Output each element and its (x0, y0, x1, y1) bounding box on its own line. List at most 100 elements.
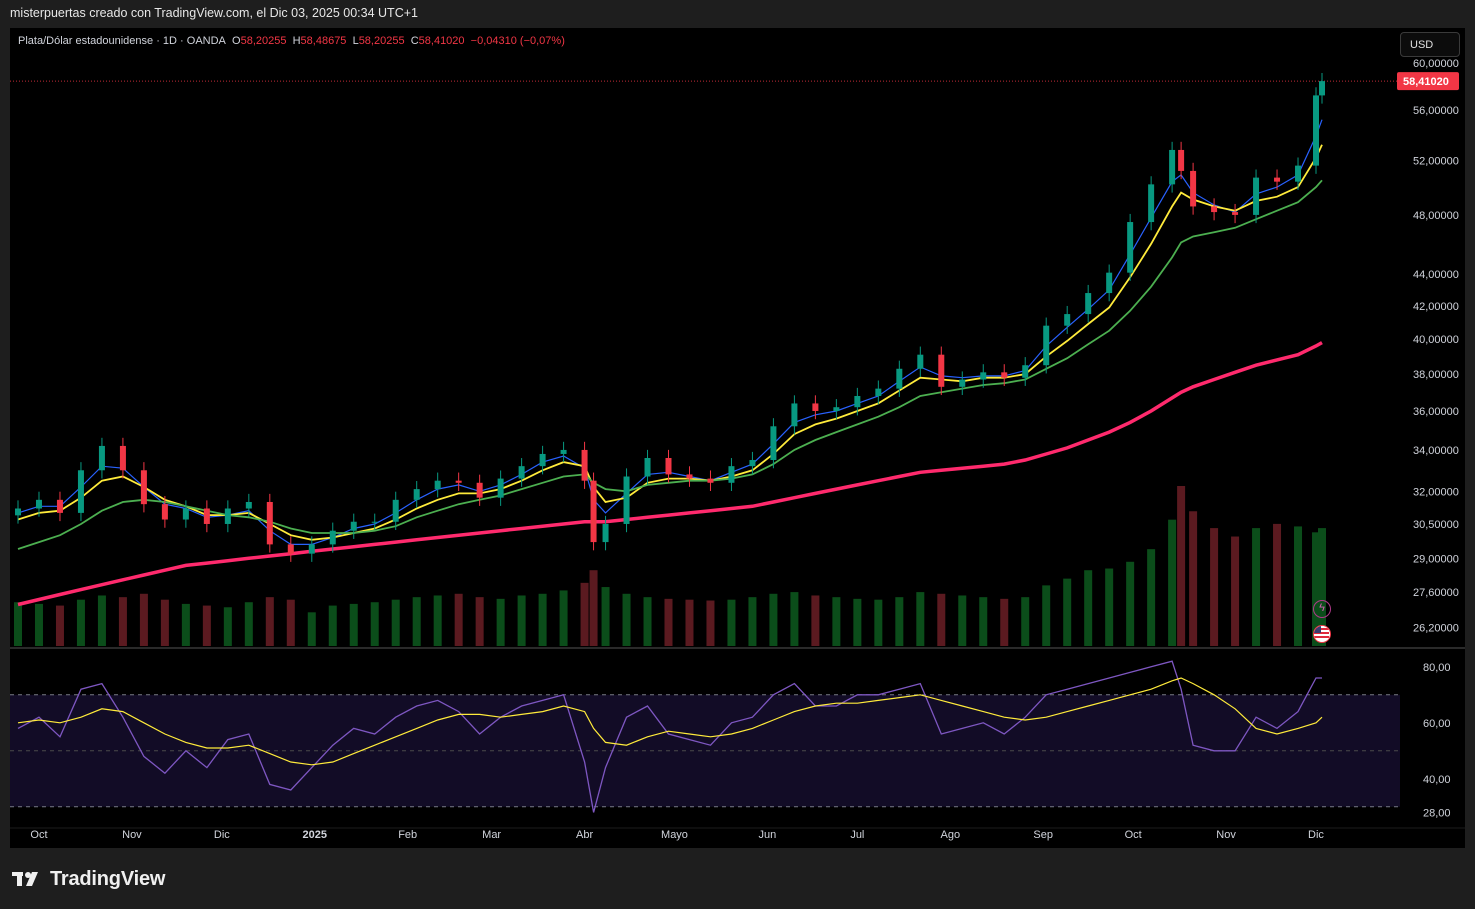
volume-bar (1294, 526, 1303, 646)
volume-bar (1084, 570, 1093, 646)
volume-bar (1063, 578, 1072, 646)
change-value: −0,04310 (−0,07%) (470, 35, 565, 47)
volume-bar (874, 599, 883, 646)
time-tick-label: Dic (214, 829, 230, 841)
price-tick-label: 27,60000 (1413, 587, 1459, 599)
candle-body (728, 466, 735, 483)
volume-bar (433, 595, 442, 646)
volume-bar (1000, 598, 1009, 646)
candle-body (182, 508, 189, 520)
candle-body (371, 521, 378, 523)
volume-bar (223, 607, 232, 646)
price-tick-label: 30,50000 (1413, 519, 1459, 531)
time-tick-label: Jul (850, 829, 864, 841)
high-value: 58,48675 (300, 35, 347, 47)
axes: 60,00000 56,00000 52,00000 48,00000 44,00000… (30, 58, 1459, 841)
candle-body (392, 499, 399, 522)
volume-bar (517, 595, 526, 646)
rsi-band-fill (10, 694, 1400, 807)
volume-bar (160, 599, 169, 646)
candle-body (1001, 372, 1008, 378)
volume-bar (349, 603, 358, 646)
candle-body (896, 368, 903, 389)
time-tick-label: Ago (940, 829, 960, 841)
volume-bar (1252, 528, 1261, 646)
candle-body (959, 379, 966, 387)
volume-bar (706, 600, 715, 646)
candle-body (938, 354, 945, 387)
volume-bar (286, 599, 295, 646)
last-price-box (1397, 72, 1459, 91)
candle-body (77, 470, 84, 513)
ma-line-ema-50 (17, 179, 1323, 550)
us-flag-icon[interactable] (1313, 625, 1331, 643)
candle-body (1232, 212, 1239, 215)
volume-bar (118, 597, 127, 646)
symbol-title[interactable]: Plata/Dólar estadounidense · 1D · OANDA (18, 35, 226, 47)
volume-bar (370, 602, 379, 646)
candle-body (476, 482, 483, 498)
rsi-tick-label: 80,00 (1423, 662, 1451, 674)
tradingview-brand[interactable]: TradingView (12, 866, 165, 892)
candle-body (1295, 165, 1302, 182)
candle-body (1106, 272, 1113, 294)
candle-body (590, 480, 597, 543)
rsi-line-rsi-ma (17, 677, 1323, 766)
candle-body (875, 388, 882, 396)
volume-bar (1042, 585, 1051, 646)
volume-bar (1126, 561, 1135, 646)
candle-body (434, 480, 441, 490)
candle-body (35, 499, 42, 509)
candle-body (581, 449, 588, 481)
ma-line-ema-10 (17, 119, 1323, 545)
ma-line-ema-20 (17, 144, 1323, 541)
candle-body (1148, 184, 1155, 223)
tradingview-logo-icon (12, 872, 38, 886)
volume-bar (1273, 523, 1282, 646)
ohlc-legend: Plata/Dólar estadounidense · 1D · OANDA … (18, 35, 565, 47)
volume-bar (454, 593, 463, 646)
candle-body (1319, 81, 1325, 96)
currency-button[interactable]: USD (1400, 32, 1460, 57)
volume-bar (832, 597, 841, 646)
volume-bar (580, 582, 589, 646)
candle-body (602, 523, 609, 543)
volume-bar (538, 593, 547, 646)
candle-body (623, 476, 630, 524)
volume-bar (1147, 549, 1156, 646)
candle-body (329, 530, 336, 545)
rsi-tick-label: 40,00 (1423, 774, 1451, 786)
volume-bar (958, 595, 967, 646)
candle-body (1178, 149, 1185, 171)
candle-body (770, 426, 777, 461)
chart-canvas[interactable]: 60,00000 56,00000 52,00000 48,00000 44,00000… (10, 28, 1465, 848)
volume-bar (1021, 597, 1030, 646)
candle-body (917, 354, 924, 369)
volume-bar (139, 593, 148, 646)
candle-body (350, 521, 357, 531)
price-tick-label: 48,00000 (1413, 210, 1459, 222)
volume-bar (328, 605, 337, 646)
chart-caption: misterpuertas creado con TradingView.com… (10, 6, 418, 20)
close-value: 58,41020 (418, 35, 465, 47)
price-tick-label: 42,00000 (1413, 301, 1459, 313)
candle-body (287, 544, 294, 554)
time-tick-label: Nov (1216, 829, 1236, 841)
time-tick-label: Nov (122, 829, 142, 841)
candle-body (308, 544, 315, 554)
price-tick-label: 44,00000 (1413, 269, 1459, 281)
candle-body (791, 403, 798, 427)
high-label: H (292, 35, 301, 47)
close-label: C (410, 35, 419, 47)
volume-bar (769, 593, 778, 646)
candle-body (98, 445, 105, 471)
volume-bar (244, 602, 253, 646)
lightning-icon[interactable]: ϟ (1313, 600, 1331, 618)
chart-frame[interactable]: 60,00000 56,00000 52,00000 48,00000 44,00000… (10, 28, 1465, 848)
price-tick-label: 52,00000 (1413, 155, 1459, 167)
ma-line-ema-200 (17, 341, 1323, 607)
price-tick-label: 38,00000 (1413, 369, 1459, 381)
price-tick-label: 34,00000 (1413, 445, 1459, 457)
candle-body (518, 466, 525, 479)
volume-bar (14, 602, 22, 646)
